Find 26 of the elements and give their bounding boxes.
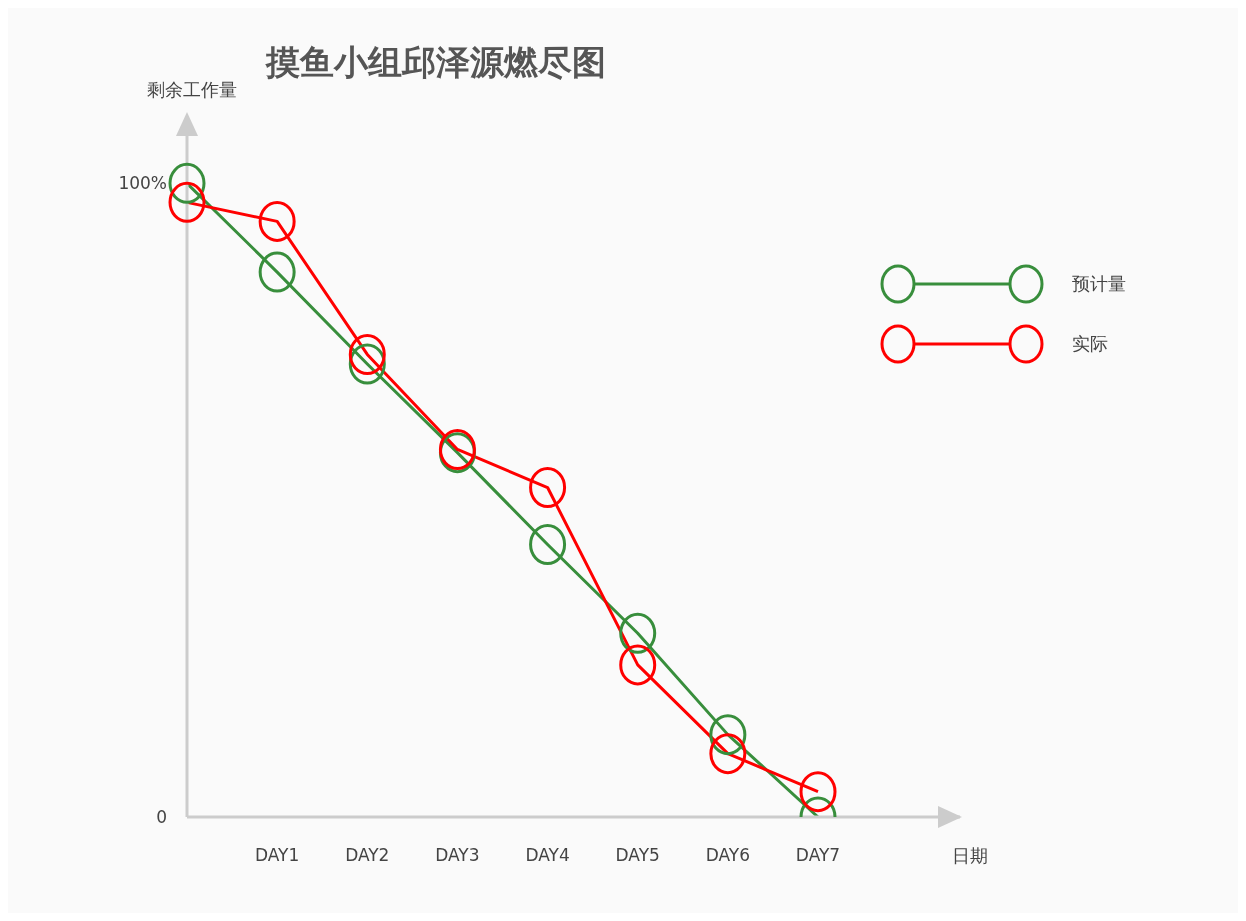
- x-tick-label: DAY7: [795, 845, 841, 866]
- x-tick-label: DAY5: [615, 845, 660, 866]
- x-tick-label: DAY2: [345, 845, 390, 866]
- y-tick-label: 0: [156, 807, 167, 828]
- point: [258, 200, 296, 242]
- point: [168, 162, 206, 204]
- point: [168, 181, 206, 223]
- x-axis-title: 日期: [952, 844, 988, 868]
- point: [709, 714, 747, 756]
- y-axis-title: 剩余工作量: [147, 78, 237, 102]
- chart-title: 摸鱼小组邱泽源燃尽图: [266, 41, 606, 84]
- point: [258, 251, 296, 293]
- point: [619, 644, 657, 686]
- point: [619, 612, 657, 654]
- x-tick-label: DAY6: [705, 845, 751, 866]
- x-tick-label: DAY3: [435, 845, 480, 866]
- point: [529, 524, 567, 566]
- x-tick-label: DAY4: [525, 845, 570, 866]
- y-tick-label: 100%: [118, 173, 167, 194]
- legend-label: 实际: [1072, 332, 1108, 356]
- point: [529, 467, 567, 509]
- point: [799, 771, 837, 813]
- point: [348, 333, 386, 375]
- point: [709, 733, 747, 775]
- legend-label: 预计量: [1072, 272, 1126, 296]
- x-tick-label: DAY1: [254, 845, 300, 866]
